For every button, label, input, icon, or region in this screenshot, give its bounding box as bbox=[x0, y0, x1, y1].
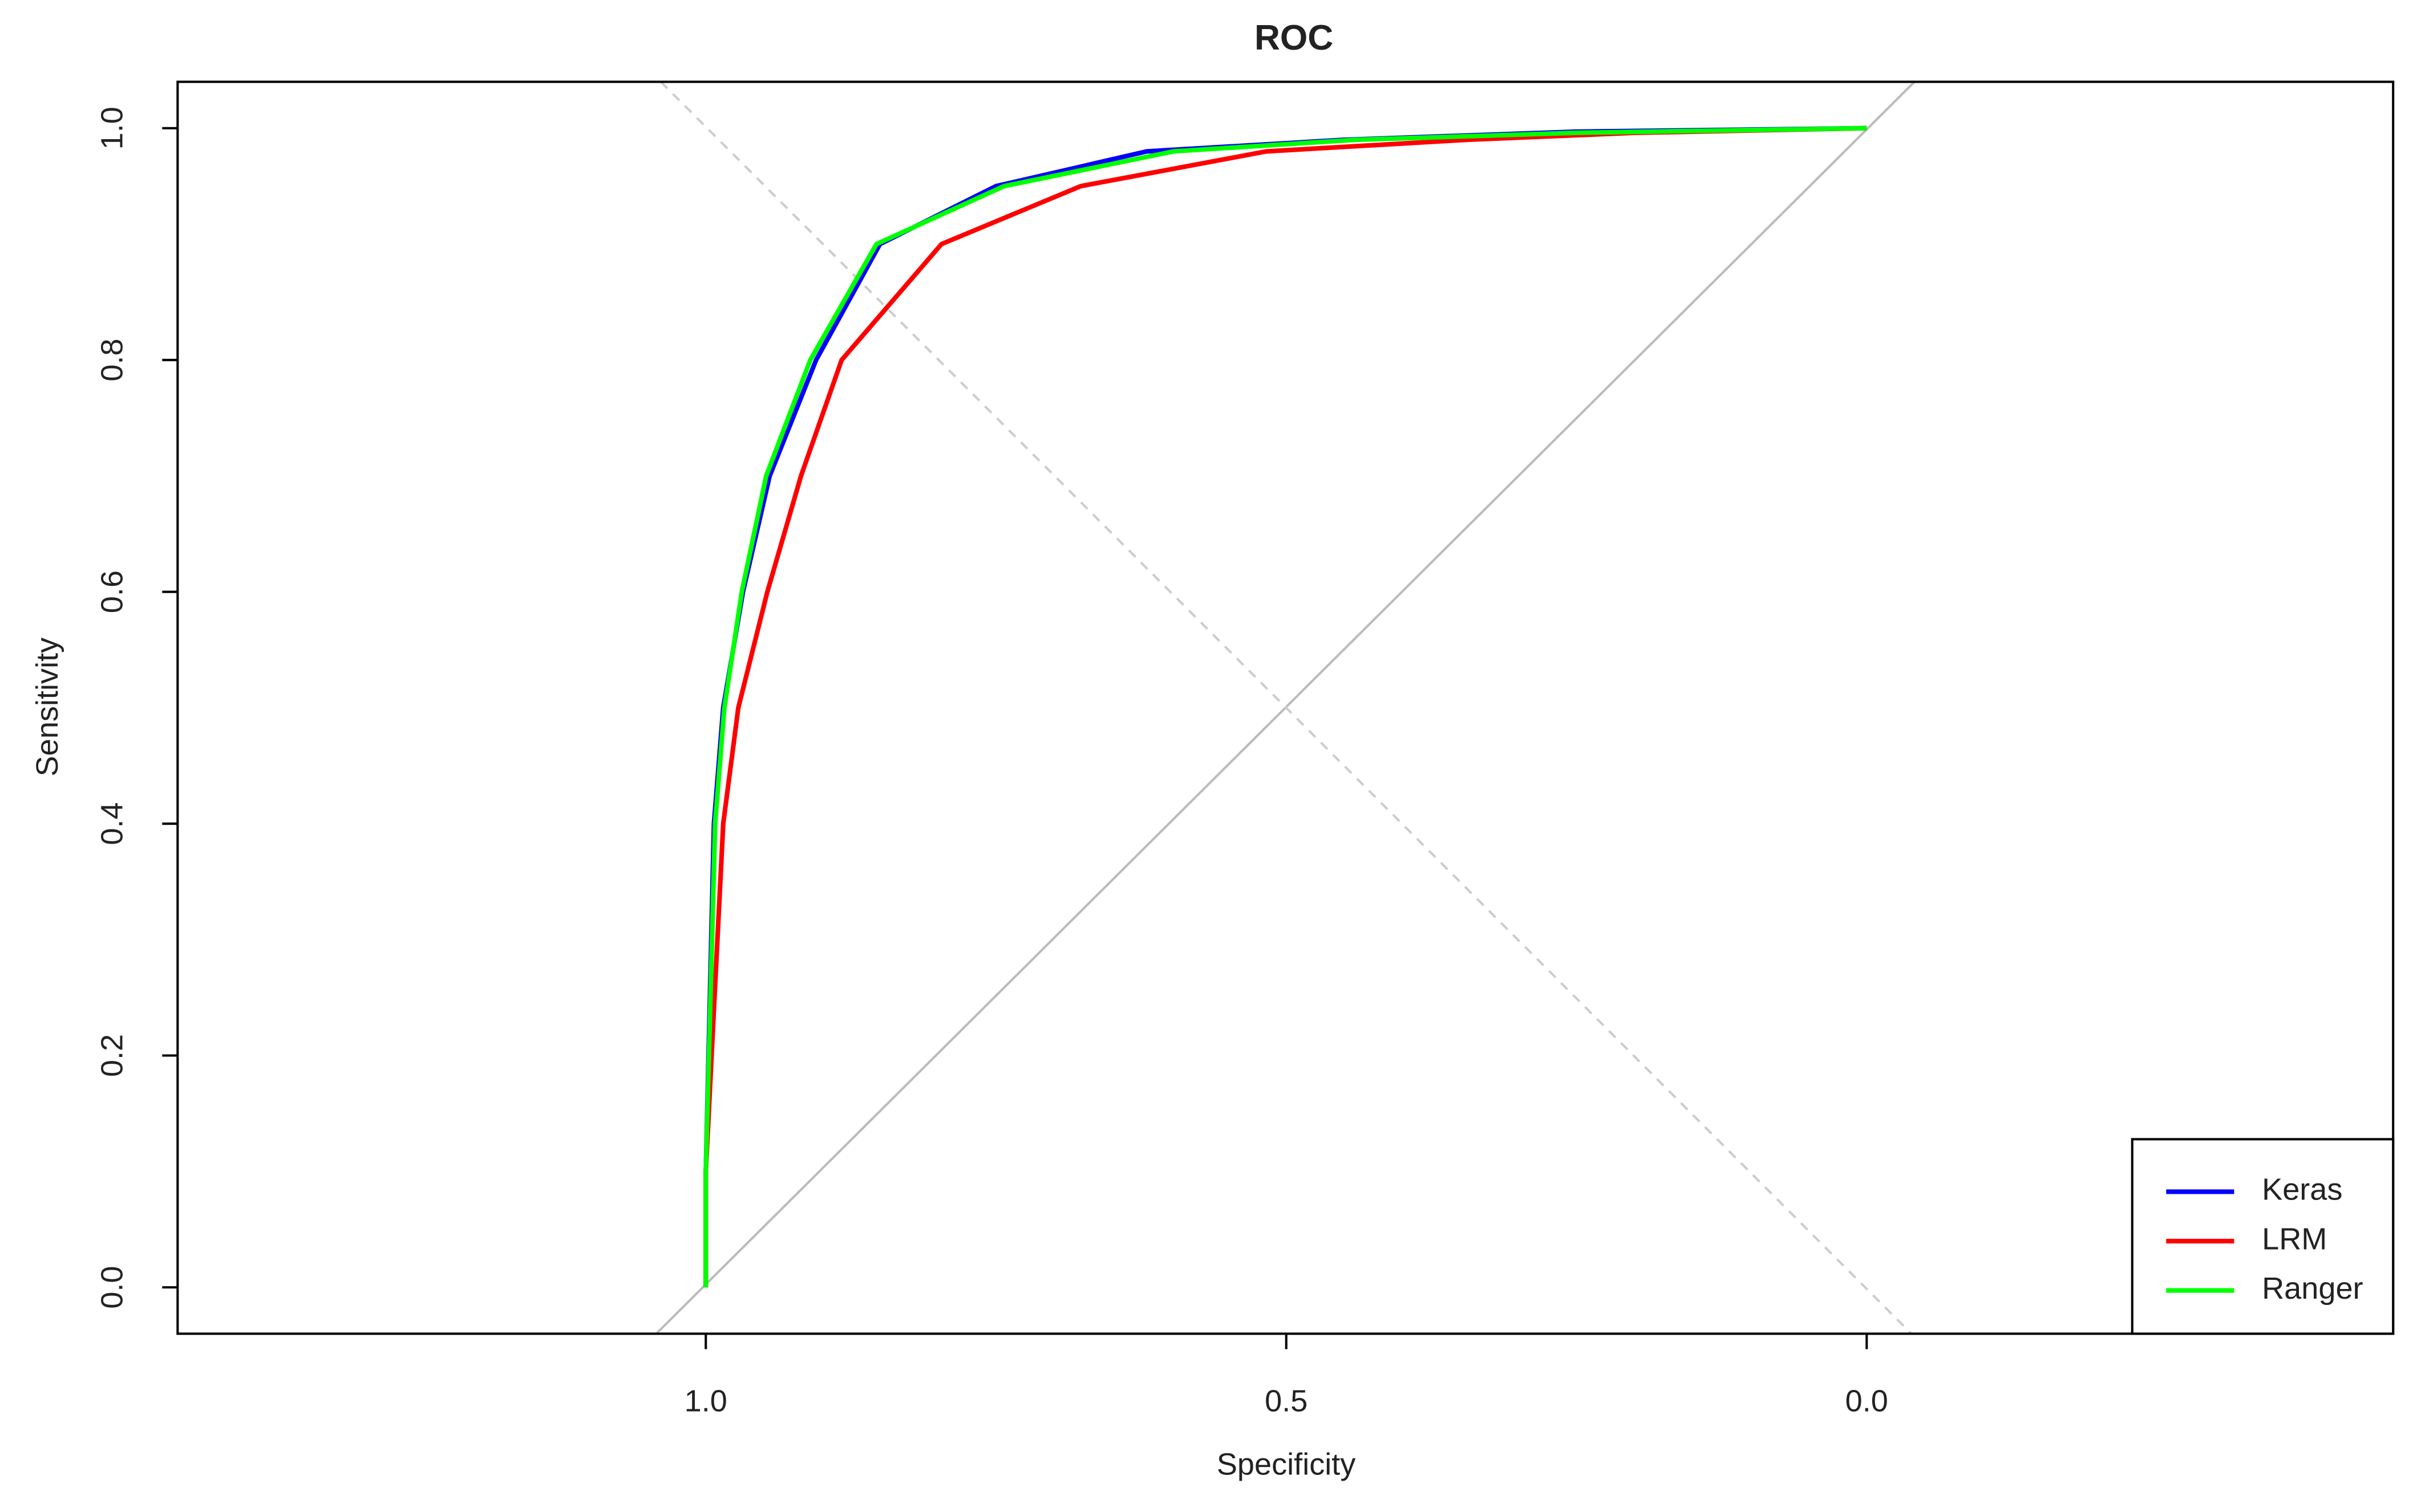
legend-label: Keras bbox=[2262, 1173, 2342, 1207]
chart-title: ROC bbox=[1254, 18, 1333, 58]
y-tick-label: 0.2 bbox=[95, 1034, 129, 1077]
plot-area bbox=[703, 125, 1867, 1288]
y-tick-label: 1.0 bbox=[95, 107, 129, 149]
y-tick-label: 0.8 bbox=[95, 339, 129, 382]
x-tick-label: 0.5 bbox=[1265, 1384, 1307, 1418]
plot-box bbox=[176, 80, 2395, 1335]
cross-diagonal bbox=[660, 82, 1913, 1334]
y-tick-label: 0.0 bbox=[95, 1266, 129, 1308]
y-tick-label: 0.6 bbox=[95, 570, 129, 613]
legend-label: Ranger bbox=[2262, 1271, 2363, 1306]
x-axis-label: Specificity bbox=[1217, 1447, 1356, 1481]
reference-lines bbox=[655, 82, 1916, 1334]
y-axis-label: Sensitivity bbox=[30, 638, 64, 777]
roc-curve bbox=[703, 125, 1867, 1288]
y-tick-label: 0.4 bbox=[95, 802, 129, 845]
legend-label: LRM bbox=[2262, 1222, 2327, 1256]
x-tick-label: 1.0 bbox=[685, 1384, 727, 1418]
roc-curve bbox=[703, 125, 1867, 1288]
legend-box bbox=[2131, 1138, 2395, 1335]
x-tick-label: 0.0 bbox=[1845, 1384, 1888, 1418]
